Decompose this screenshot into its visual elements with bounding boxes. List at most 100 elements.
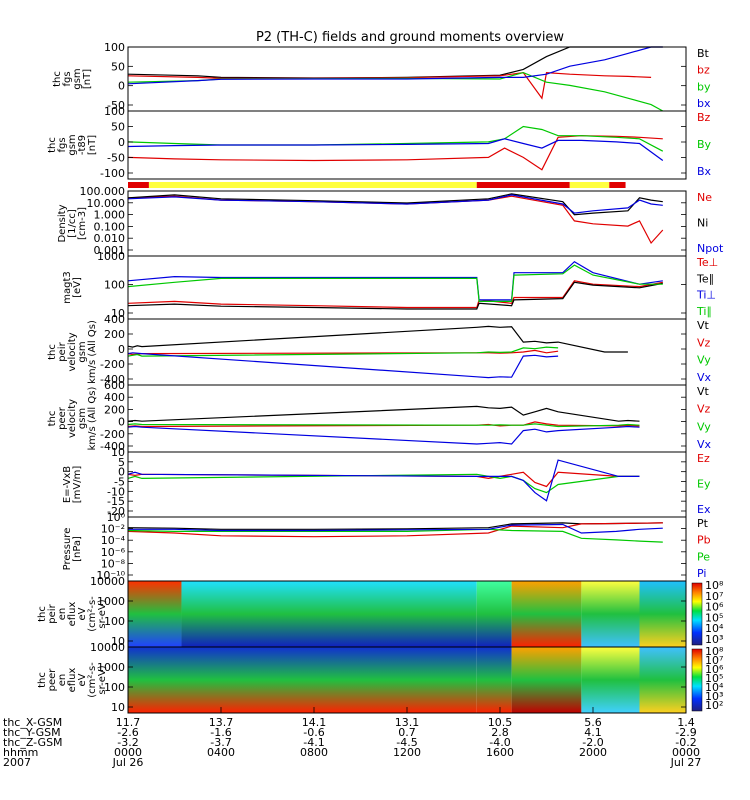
x-row-value: 1600 — [486, 746, 514, 759]
x-row-value: Jul 27 — [670, 756, 702, 769]
y-tick-label: -200 — [100, 358, 125, 371]
y-tick-label: 100 — [104, 615, 125, 628]
legend-item-pressure: Pt — [697, 517, 709, 530]
y-axis-label-line: velocity — [67, 332, 78, 371]
panel-temperature: Te⊥ Te∥ Ti⊥ Ti∥ 1000 100 10 magt3 [eV] — [62, 250, 718, 320]
y-tick-label: 200 — [104, 328, 125, 341]
x-row-value: -0.2 — [675, 736, 696, 749]
spectrogram-cell — [581, 581, 640, 647]
y-axis-label-line: gsm — [72, 68, 83, 89]
colorbar-tick-label: 10⁸ — [705, 579, 724, 592]
y-tick-label: -200 — [100, 428, 125, 441]
legend-item-pressure: Pi — [697, 567, 706, 580]
y-tick-label: 0 — [118, 466, 125, 479]
y-tick-label: 100 — [104, 41, 125, 54]
y-axis-label-line: km/s (All Qs) — [87, 320, 98, 384]
x-row-value: 0800 — [300, 746, 328, 759]
series-temperature-Te⊥ — [127, 280, 663, 309]
panel-frame — [127, 451, 687, 518]
mode-bar-segment — [609, 182, 626, 188]
y-tick-label: 200 — [104, 403, 125, 416]
legend-item-efield: Ex — [697, 503, 711, 516]
spectrogram-cell — [639, 647, 686, 713]
series-fgs-bx — [127, 46, 663, 85]
chart-title: P2 (TH-C) fields and ground moments over… — [256, 30, 564, 45]
y-axis-label-fgs_t89: thc fgs gsm -t89 [nT] — [47, 134, 98, 155]
spectrogram-cell — [476, 647, 512, 713]
series-fgs_t89-By — [127, 125, 664, 152]
y-axis-label-line: velocity — [67, 399, 78, 438]
legend-item-peir_velocity: Vz — [697, 336, 711, 349]
colorbar-tick-label: 10⁴ — [705, 622, 724, 635]
y-tick-label: 10.000 — [87, 197, 126, 210]
mode-bar-segment — [476, 182, 570, 188]
legend-item-fgs: bz — [697, 64, 710, 77]
y-axis-label-line: [cm-3] — [77, 207, 88, 240]
legend-item-fgs: by — [697, 80, 711, 93]
colorbar — [691, 582, 703, 646]
y-tick-label: -5 — [114, 476, 125, 489]
y-tick-label: 0.100 — [94, 220, 126, 233]
x-row-value: -2.6 — [117, 726, 138, 739]
x-row-value: 1200 — [393, 746, 421, 759]
y-axis-label-line: thc — [47, 344, 58, 360]
y-axis-label-line: Pressure — [62, 528, 73, 571]
y-axis-label-peir_velocity: thc peir velocity gsm km/s (All Qs) — [47, 320, 98, 384]
y-axis-label-line: thc — [37, 672, 48, 688]
y-axis-label-line: thc — [47, 137, 58, 153]
series-efield-Ex — [127, 459, 640, 502]
y-axis-label-temperature: magt3 [eV] — [62, 271, 83, 304]
y-tick-label: 100.000 — [80, 185, 126, 198]
y-axis-label-line: fgs — [57, 137, 68, 152]
colorbar-tick-label: 10⁸ — [705, 645, 724, 658]
y-axis-label-line: gsm — [77, 341, 88, 362]
y-tick-label: 10⁻⁴ — [101, 534, 126, 547]
series-temperature-Te∥ — [127, 281, 663, 310]
y-tick-label: 100 — [104, 681, 125, 694]
y-axis-label-line: thc — [52, 71, 63, 87]
y-tick-label: -50 — [107, 152, 125, 165]
x-row-value: -4.5 — [396, 736, 417, 749]
y-axis-label-line: sr-eV) — [97, 599, 108, 628]
y-tick-label: -400 — [100, 440, 125, 453]
y-tick-label: -100 — [100, 167, 125, 180]
y-tick-label: 0 — [118, 416, 125, 429]
panel-frame — [127, 190, 687, 257]
legend-item-temperature: Ti∥ — [696, 305, 712, 318]
colorbar-tick-label: 10⁶ — [705, 663, 724, 676]
series-temperature-Ti⊥ — [127, 260, 663, 301]
y-axis-label-line: [mV/m] — [72, 466, 83, 504]
x-row-value: 4.1 — [584, 726, 602, 739]
mode-bar — [128, 182, 626, 188]
legend-item-fgs: Bt — [697, 47, 710, 60]
y-tick-label: 1000 — [97, 250, 125, 263]
x-row-label: hhmm — [3, 746, 38, 759]
y-axis-label-line: [nPa] — [72, 536, 83, 562]
series-density-Ni — [127, 193, 663, 216]
legend-item-pressure: Pb — [697, 534, 711, 547]
y-tick-label: 10 — [111, 701, 125, 714]
y-tick-label: 10 — [111, 446, 125, 459]
series-fgs_t89-Bz — [127, 135, 663, 171]
y-tick-label: 0 — [118, 343, 125, 356]
y-axis-label-line: gsm — [77, 408, 88, 429]
legend-item-fgs_t89: Bz — [697, 111, 711, 124]
legend-item-fgs_t89: Bx — [697, 165, 712, 178]
legend-item-density: Npot — [697, 242, 724, 255]
y-tick-label: -20 — [107, 505, 125, 518]
y-tick-label: 10 — [111, 307, 125, 320]
y-tick-label: 1000 — [97, 595, 125, 608]
y-axis-label-line: eflux — [67, 602, 78, 627]
spectrogram-cell — [128, 647, 477, 713]
colorbar-tick-label: 10³ — [705, 633, 723, 646]
y-tick-label: -10 — [107, 485, 125, 498]
spectrogram-cell — [181, 581, 477, 647]
colorbar-tick-label: 10⁴ — [705, 681, 724, 694]
y-axis-label-peer_velocity: thc peer velocity gsm km/s (All Qs) — [47, 387, 98, 451]
y-tick-label: 10⁻⁶ — [101, 546, 126, 559]
x-row-value: 0.7 — [398, 726, 416, 739]
